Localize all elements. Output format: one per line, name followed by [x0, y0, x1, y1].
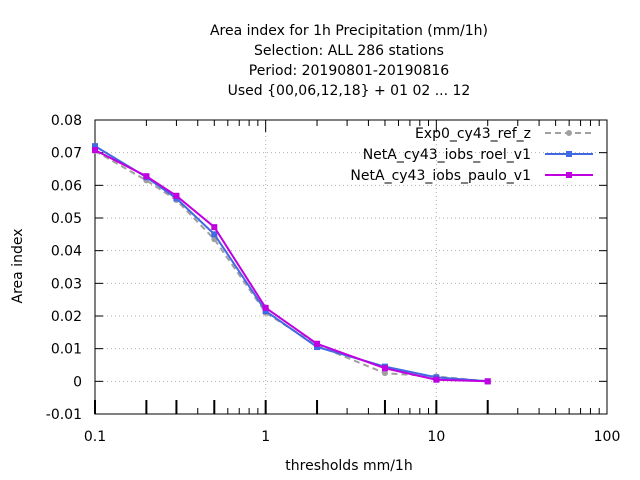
x-tick-label: 1: [261, 429, 270, 445]
data-point: [143, 173, 150, 180]
x-axis-label: thresholds mm/1h: [285, 458, 412, 474]
title-line-3: Period: 20190801-20190816: [249, 63, 449, 79]
series-group: [92, 143, 491, 385]
y-tick-label: 0: [73, 374, 82, 390]
data-point: [484, 378, 491, 385]
data-point: [92, 147, 98, 154]
data-point: [211, 231, 218, 238]
legend-marker: [566, 151, 572, 157]
data-point: [262, 304, 269, 311]
data-point: [314, 344, 321, 351]
data-point: [262, 308, 269, 315]
y-axis-label: Area index: [10, 229, 26, 304]
y-tick-label: 0.02: [51, 309, 82, 325]
plot-border: [94, 119, 608, 415]
series-3: [92, 147, 491, 385]
legend-label: Exp0_cy43_ref_z: [415, 126, 531, 142]
y-tick-label: 0.05: [51, 211, 82, 227]
y-tick-label: 0.08: [51, 113, 82, 129]
data-point: [381, 365, 388, 372]
y-tick-label: -0.01: [46, 407, 82, 423]
y-tick-label: 0.01: [51, 342, 82, 358]
y-tick-label: 0.04: [51, 244, 82, 260]
title-line-2: Selection: ALL 286 stations: [254, 43, 444, 59]
data-point: [381, 370, 388, 377]
legend-label: NetA_cy43_iobs_roel_v1: [363, 147, 531, 163]
data-point: [433, 376, 440, 383]
series-line: [94, 149, 488, 383]
grid: [95, 120, 607, 414]
title-line-4: Used {00,06,12,18} + 01 02 ... 12: [228, 83, 471, 99]
chart-title: Area index for 1h Precipitation (mm/1h) …: [210, 23, 488, 99]
title-line-1: Area index for 1h Precipitation (mm/1h): [210, 23, 488, 39]
legend-marker: [566, 130, 572, 136]
data-point: [314, 340, 321, 347]
y-tick-label: 0.03: [51, 276, 82, 292]
data-point: [211, 224, 218, 231]
x-tick-label: 0.1: [84, 429, 106, 445]
legend-label: NetA_cy43_iobs_paulo_v1: [350, 168, 531, 184]
series-line: [94, 150, 488, 383]
legend: Exp0_cy43_ref_z NetA_cy43_iobs_roel_v1 Net…: [350, 126, 593, 184]
legend-marker: [566, 172, 572, 178]
y-tick-label: 0.07: [51, 146, 82, 162]
x-tick-label: 10: [427, 429, 445, 445]
y-tick-label: 0.06: [51, 178, 82, 194]
data-point: [173, 192, 180, 199]
data-point: [92, 143, 98, 150]
axes: -0.01 0 0.01 0.02 0.03 0.04 0.05 0.06 0.07 0.08 0.…: [46, 113, 621, 445]
x-tick-label: 100: [594, 429, 621, 445]
